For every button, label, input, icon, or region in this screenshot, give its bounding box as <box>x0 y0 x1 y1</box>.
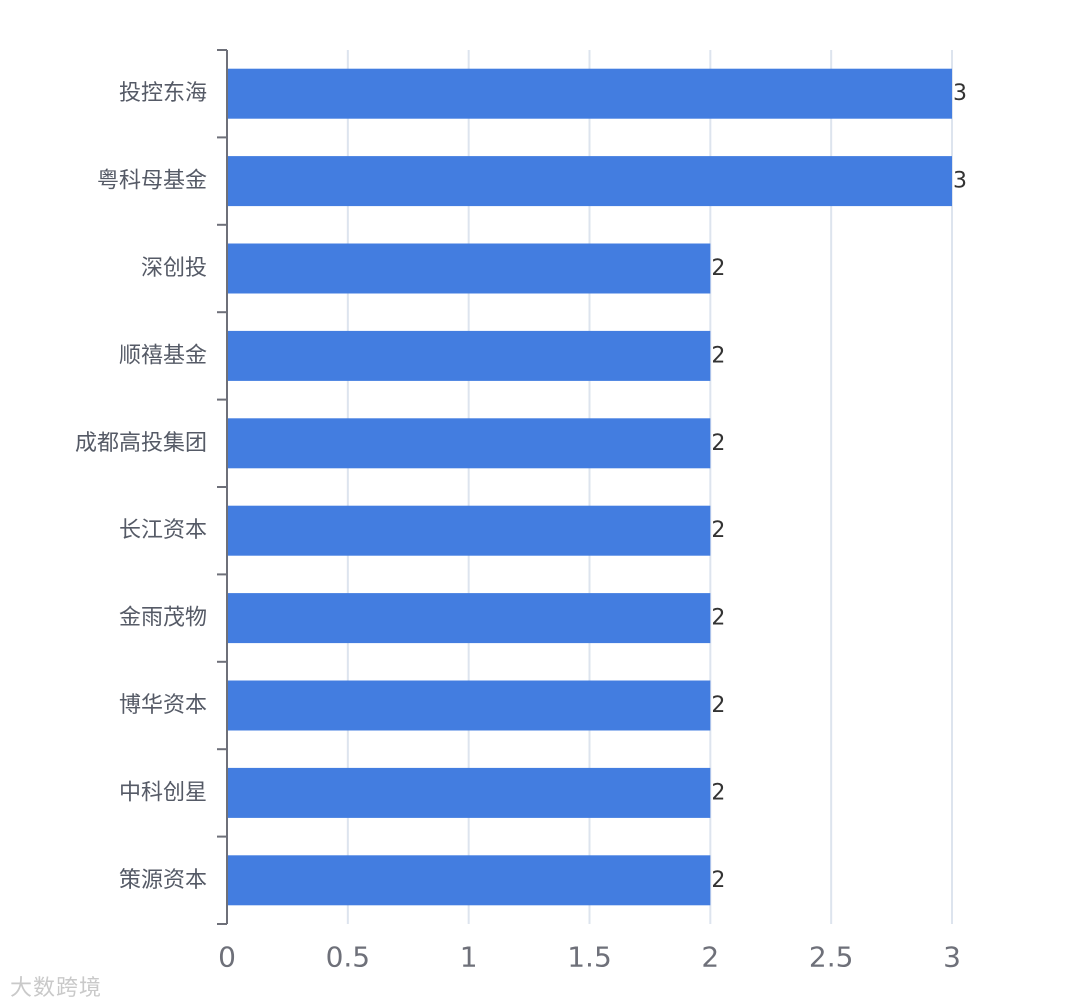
bar <box>227 243 711 294</box>
category-label: 顺禧基金 <box>119 343 207 368</box>
data-label: 3 <box>953 81 967 106</box>
x-tick-label: 2.5 <box>809 941 854 974</box>
watermark: 大数跨境 <box>10 976 103 1001</box>
category-label: 中科创星 <box>119 780 207 805</box>
bar <box>227 156 952 207</box>
bar <box>227 418 711 469</box>
bar <box>227 505 711 556</box>
x-tick-label: 2 <box>701 941 719 974</box>
data-label: 2 <box>711 780 725 805</box>
data-label: 2 <box>711 431 725 456</box>
data-label: 2 <box>711 518 725 543</box>
category-label: 策源资本 <box>119 868 207 893</box>
data-label: 3 <box>953 169 967 194</box>
x-tick-label: 1.5 <box>567 941 612 974</box>
bar <box>227 330 711 381</box>
category-label: 深创投 <box>141 256 207 281</box>
data-label: 2 <box>711 343 725 368</box>
bar <box>227 593 711 644</box>
x-tick-label: 0.5 <box>326 941 371 974</box>
bar <box>227 855 711 906</box>
category-label: 成都高投集团 <box>75 431 207 456</box>
category-label: 粤科母基金 <box>97 169 207 194</box>
data-label: 2 <box>711 693 725 718</box>
bar <box>227 767 711 818</box>
category-label: 博华资本 <box>119 693 207 718</box>
bar <box>227 68 952 119</box>
category-label: 金雨茂物 <box>119 606 207 631</box>
x-tick-label: 1 <box>460 941 478 974</box>
x-tick-label: 3 <box>943 941 961 974</box>
bar <box>227 680 711 731</box>
x-tick-label: 0 <box>218 941 236 974</box>
data-label: 2 <box>711 606 725 631</box>
category-label: 投控东海 <box>119 81 207 106</box>
data-label: 2 <box>711 256 725 281</box>
data-label: 2 <box>711 868 725 893</box>
category-label: 长江资本 <box>119 518 207 543</box>
